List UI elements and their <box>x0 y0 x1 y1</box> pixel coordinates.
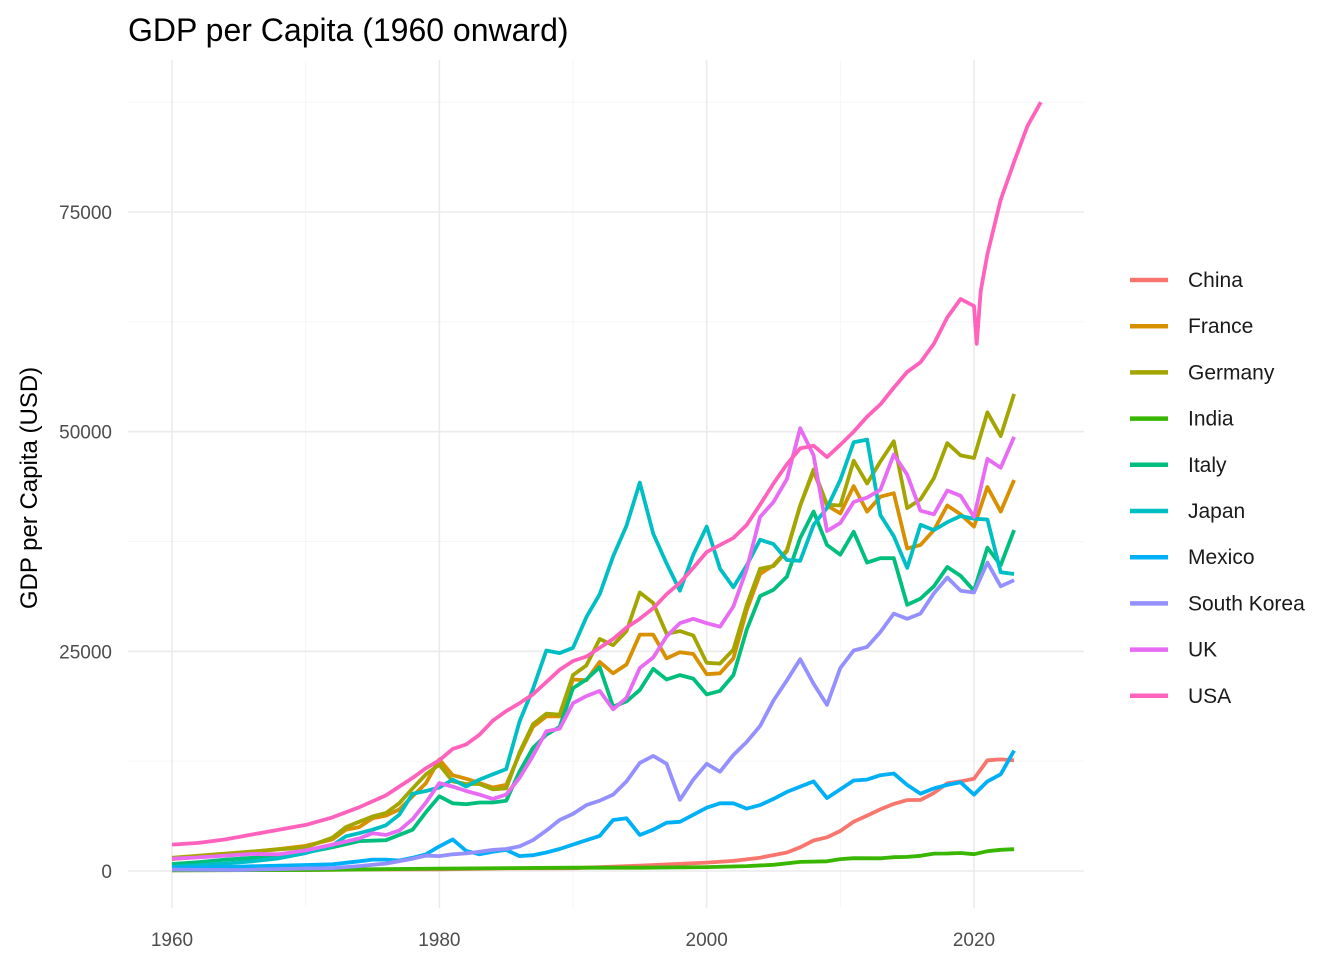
x-tick-label: 2000 <box>686 930 728 951</box>
series-line-india <box>171 847 1015 873</box>
legend-label-usa: USA <box>1188 685 1231 708</box>
y-tick-label: 25000 <box>59 642 112 663</box>
x-tick-label: 1980 <box>418 930 460 951</box>
y-axis-title: GDP per Capita (USD) <box>16 367 43 609</box>
legend-item-south-korea: South Korea <box>1130 592 1305 615</box>
legend-item-china: China <box>1130 269 1243 292</box>
legend-label-south-korea: South Korea <box>1188 592 1305 615</box>
series-line-south-korea <box>171 560 1015 872</box>
legend-item-germany: Germany <box>1130 361 1275 384</box>
legend-label-italy: Italy <box>1188 454 1227 477</box>
series-line-usa <box>171 101 1043 847</box>
legend: China France Germany India Italy Japan Mexico S… <box>1130 269 1305 708</box>
y-tick-label: 0 <box>101 862 112 883</box>
y-axis-ticks: 0 25000 50000 75000 <box>59 203 112 883</box>
x-axis-ticks: 1960 1980 2000 2020 <box>151 930 995 951</box>
legend-item-india: India <box>1130 408 1234 431</box>
x-tick-label: 2020 <box>953 930 995 951</box>
legend-item-italy: Italy <box>1130 454 1227 477</box>
series-line-japan <box>171 437 1015 869</box>
grid-lines <box>128 60 1084 908</box>
legend-item-usa: USA <box>1130 685 1231 708</box>
legend-label-japan: Japan <box>1188 500 1245 523</box>
series-lines <box>171 101 1043 873</box>
legend-label-france: France <box>1188 315 1253 338</box>
legend-label-china: China <box>1188 269 1243 292</box>
legend-label-germany: Germany <box>1188 361 1275 384</box>
series-line-italy <box>171 509 1016 866</box>
legend-item-japan: Japan <box>1130 500 1245 523</box>
series-line-germany <box>171 393 1016 860</box>
y-tick-label: 50000 <box>59 423 112 444</box>
legend-item-france: France <box>1130 315 1253 338</box>
series-line-uk <box>171 426 1016 861</box>
legend-label-uk: UK <box>1188 639 1217 662</box>
legend-label-india: India <box>1188 408 1234 431</box>
legend-label-mexico: Mexico <box>1188 546 1255 569</box>
chart-title: GDP per Capita (1960 onward) <box>128 12 569 48</box>
series-line-france <box>171 469 1016 861</box>
legend-item-uk: UK <box>1130 639 1217 662</box>
y-tick-label: 75000 <box>59 203 112 224</box>
legend-item-mexico: Mexico <box>1130 546 1255 569</box>
x-tick-label: 1960 <box>151 930 193 951</box>
